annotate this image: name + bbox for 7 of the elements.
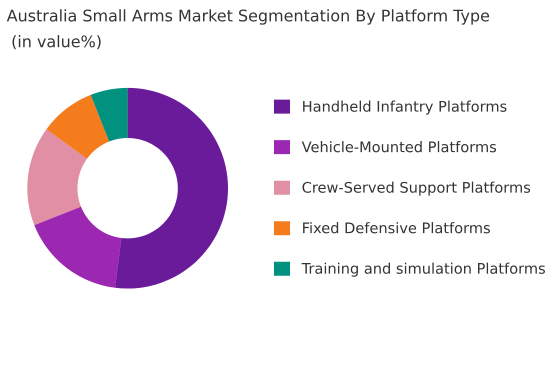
- legend-label: Vehicle-Mounted Platforms: [302, 141, 496, 152]
- legend-label: Handheld Infantry Platforms: [303, 100, 506, 115]
- legend-label: Training and simulation Platforms: [302, 262, 545, 277]
- legend-label: Fixed Defensive Platforms: [303, 222, 490, 234]
- chart-subtitle: (in value%): [12, 35, 101, 50]
- legend-label: Crew-Served Support Platforms: [302, 182, 530, 196]
- chart-title: Australia Small Arms Market Segmentation By Platform Type: [6, 9, 490, 25]
